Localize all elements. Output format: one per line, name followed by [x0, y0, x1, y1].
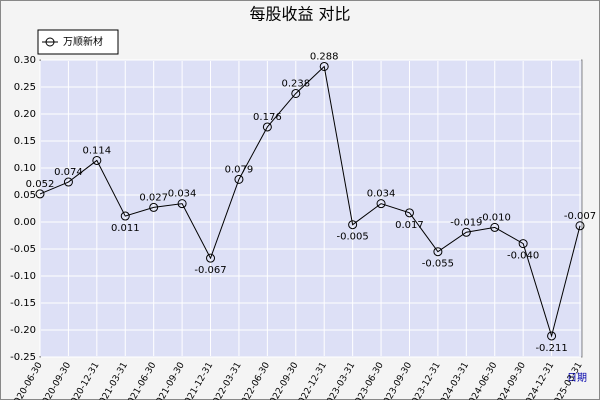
- point: [262, 122, 272, 132]
- value-label: -0.040: [507, 251, 539, 262]
- y-tick-label: 0.05: [14, 190, 36, 201]
- point: [575, 221, 585, 231]
- point: [149, 202, 159, 212]
- point: [291, 88, 301, 98]
- chart-title: 每股收益 对比: [249, 5, 350, 24]
- value-label: -0.211: [535, 343, 567, 354]
- y-tick-label: -0.15: [10, 298, 36, 309]
- value-label: -0.010: [479, 212, 511, 223]
- legend-marker: [45, 37, 55, 47]
- point: [433, 247, 443, 257]
- value-label: 0.074: [54, 167, 83, 178]
- y-tick-label: 0.20: [14, 109, 36, 120]
- value-label: 0.288: [310, 51, 339, 62]
- y-tick-label: -0.20: [10, 325, 36, 336]
- value-label: 0.238: [281, 78, 310, 89]
- y-tick-label: -0.05: [10, 244, 36, 255]
- point: [319, 61, 329, 71]
- y-tick-label: 0.15: [14, 136, 36, 147]
- value-label: 0.017: [395, 220, 424, 231]
- point: [348, 220, 358, 230]
- value-label: 0.114: [83, 145, 112, 156]
- value-label: -0.067: [194, 265, 226, 276]
- y-tick-label: 0.00: [14, 217, 36, 228]
- point: [120, 211, 130, 221]
- point: [547, 331, 557, 341]
- y-tick-label: 0.25: [14, 82, 36, 93]
- point: [234, 174, 244, 184]
- x-axis-label: 日期: [567, 372, 587, 384]
- y-tick-label: 0.10: [14, 163, 36, 174]
- value-label: 0.176: [253, 112, 282, 123]
- value-label: 0.027: [139, 192, 168, 203]
- point: [404, 208, 414, 218]
- point: [206, 253, 216, 263]
- value-label: -0.055: [422, 259, 454, 270]
- value-label: 0.011: [111, 223, 140, 234]
- y-tick-label: -0.25: [10, 352, 36, 363]
- y-tick-label: -0.10: [10, 271, 36, 282]
- value-label: -0.005: [337, 232, 369, 243]
- series-line: [39, 65, 581, 338]
- value-label: 0.079: [225, 164, 254, 175]
- y-tick-label: 0.30: [14, 55, 36, 66]
- value-label: 0.034: [367, 189, 396, 200]
- point: [35, 189, 45, 199]
- point: [92, 155, 102, 165]
- value-label: 0.052: [26, 179, 55, 190]
- point: [376, 199, 386, 209]
- plot-area: [39, 59, 583, 358]
- value-label: -0.007: [564, 211, 596, 222]
- point: [518, 239, 528, 249]
- point: [461, 227, 471, 237]
- point: [177, 199, 187, 209]
- legend-label: 万顺新材: [63, 35, 103, 48]
- point: [490, 222, 500, 232]
- point: [63, 177, 73, 187]
- value-label: 0.034: [168, 189, 197, 200]
- value-label: -0.019: [450, 217, 482, 228]
